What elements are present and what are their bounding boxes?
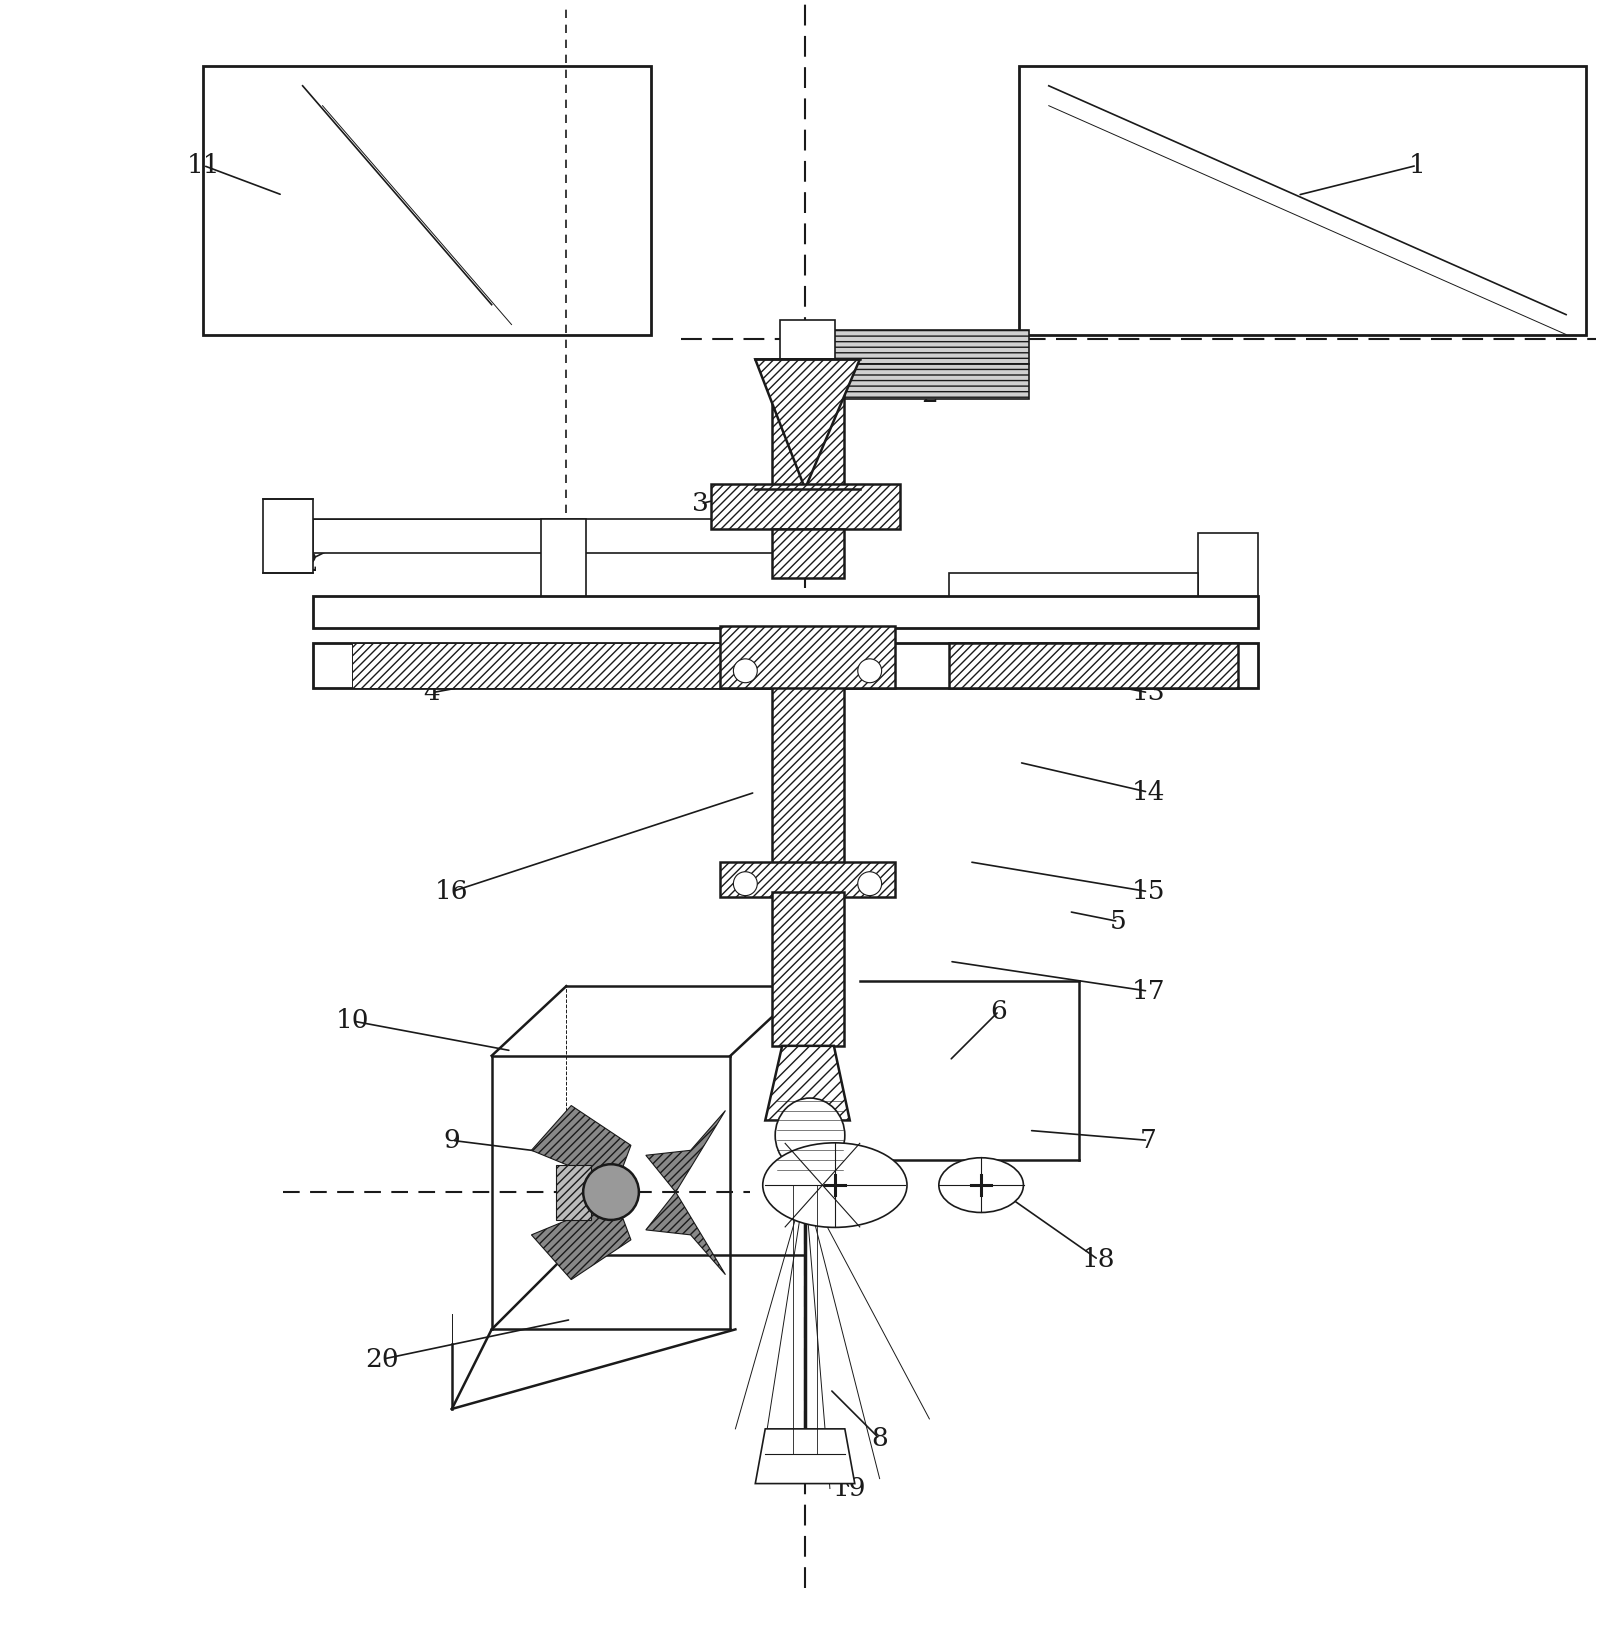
Text: 7: 7 [1140, 1128, 1156, 1153]
Text: 3: 3 [693, 491, 709, 516]
Bar [511, 606, 616, 617]
Bar [1019, 66, 1586, 335]
Bar [542, 519, 586, 612]
Text: 10: 10 [336, 1008, 370, 1033]
Bar [949, 573, 1199, 598]
Bar [1199, 534, 1257, 598]
Bar [313, 644, 1257, 688]
Bar [263, 499, 313, 573]
Ellipse shape [775, 1098, 845, 1172]
Bar [720, 862, 895, 897]
Bar [772, 529, 843, 578]
Text: 17: 17 [1132, 979, 1165, 1003]
Text: 14: 14 [1132, 780, 1165, 805]
Bar [814, 365, 1028, 399]
Bar [556, 1166, 590, 1220]
Text: 4: 4 [423, 680, 440, 704]
Polygon shape [756, 360, 860, 489]
Polygon shape [646, 1192, 725, 1274]
Polygon shape [532, 1105, 631, 1186]
Bar [352, 644, 730, 688]
Polygon shape [756, 1429, 855, 1484]
Text: 8: 8 [871, 1427, 887, 1452]
Circle shape [733, 872, 757, 895]
Bar [313, 519, 805, 553]
Ellipse shape [939, 1158, 1023, 1212]
Text: 16: 16 [435, 878, 469, 905]
Text: 9: 9 [443, 1128, 461, 1153]
Text: 20: 20 [365, 1346, 399, 1371]
Bar [780, 320, 835, 365]
Circle shape [733, 658, 757, 683]
Bar [790, 1118, 826, 1186]
Bar [772, 892, 843, 1046]
Circle shape [858, 658, 882, 683]
Bar [203, 66, 650, 335]
Bar [814, 330, 1028, 365]
Text: 11: 11 [187, 153, 221, 177]
Circle shape [584, 1164, 639, 1220]
Bar [772, 360, 843, 489]
Bar [772, 683, 843, 867]
Ellipse shape [762, 1143, 907, 1228]
Text: 19: 19 [834, 1476, 866, 1501]
Text: 5: 5 [1109, 910, 1127, 934]
Text: 1: 1 [1408, 153, 1426, 177]
Bar [949, 644, 1238, 688]
Text: 2: 2 [921, 381, 938, 407]
Polygon shape [766, 1046, 850, 1120]
Text: 13: 13 [1132, 680, 1165, 704]
Text: 6: 6 [991, 998, 1007, 1023]
Text: 15: 15 [1132, 878, 1165, 905]
Polygon shape [532, 1200, 631, 1279]
Polygon shape [646, 1110, 725, 1192]
Bar [720, 626, 895, 688]
Bar [313, 596, 1257, 627]
Bar [949, 644, 1238, 688]
Bar [710, 484, 900, 529]
Text: 12: 12 [285, 550, 320, 576]
Text: 18: 18 [1082, 1248, 1116, 1273]
Circle shape [858, 872, 882, 895]
